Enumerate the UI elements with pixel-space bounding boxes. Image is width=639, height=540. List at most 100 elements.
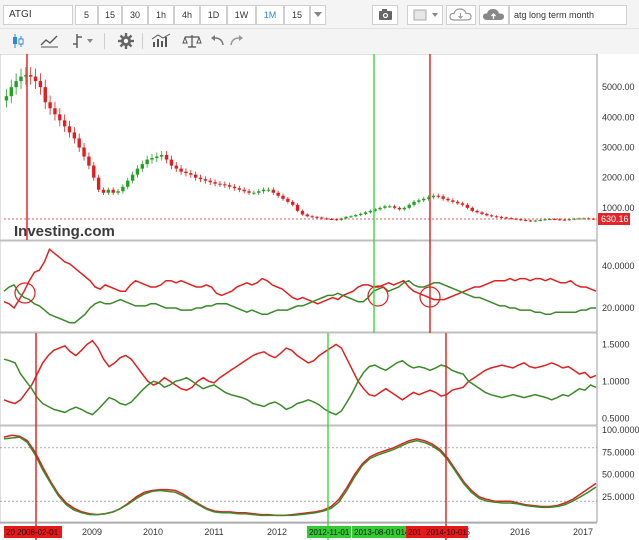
candle-body xyxy=(514,218,518,220)
indicators-button[interactable] xyxy=(148,31,176,51)
candle-body xyxy=(431,195,436,198)
candle-body xyxy=(300,210,305,215)
interval-custom[interactable]: 15 xyxy=(284,5,310,25)
interval-1h[interactable]: 1h xyxy=(148,5,174,25)
candle-body xyxy=(77,138,81,148)
interval-1d[interactable]: 1D xyxy=(200,5,227,25)
time-axis-label: 2012 xyxy=(267,527,287,537)
candle-body xyxy=(397,207,402,210)
candle-body xyxy=(14,81,18,88)
candle-body xyxy=(509,218,513,220)
candle-body xyxy=(475,210,479,213)
candle-body xyxy=(426,197,431,199)
color-picker-button[interactable] xyxy=(407,5,443,25)
candle-body xyxy=(257,191,261,193)
candle-body xyxy=(315,216,319,218)
candle-body xyxy=(460,203,465,205)
candle-body xyxy=(582,218,586,220)
time-axis-label: 2009 xyxy=(82,527,102,537)
candle-body xyxy=(67,126,72,133)
candle-body xyxy=(150,158,154,160)
drawing-tools-button[interactable] xyxy=(70,31,98,51)
candle-body xyxy=(116,191,120,193)
candle-body xyxy=(24,75,28,77)
indicator-tick-label: 100.0000 xyxy=(602,425,639,435)
candle-body xyxy=(193,174,198,178)
candle-body xyxy=(334,219,339,221)
candle-body xyxy=(92,165,96,178)
date-tag-label: 2013-08-01 xyxy=(354,528,395,537)
interval-30[interactable]: 30 xyxy=(122,5,148,25)
candle-body xyxy=(494,216,499,218)
candle-body xyxy=(499,216,504,218)
candle-body xyxy=(4,96,9,101)
cloud-save-button[interactable] xyxy=(479,5,509,25)
time-axis-label: 2011 xyxy=(204,527,223,537)
cloud-download-icon xyxy=(449,8,472,21)
candle-body xyxy=(96,177,101,190)
candle-body xyxy=(28,75,33,77)
undo-button[interactable] xyxy=(205,31,229,51)
symbol-input[interactable]: ATGI xyxy=(3,5,73,25)
interval-1w[interactable]: 1W xyxy=(227,5,256,25)
date-tag-label: 2014-10-01 xyxy=(426,528,467,537)
candlestick-icon xyxy=(13,34,24,48)
interval-4h[interactable]: 4h xyxy=(174,5,200,25)
candle-body xyxy=(543,219,547,221)
redo-icon xyxy=(230,35,243,46)
line-style-button[interactable] xyxy=(38,31,62,51)
candle-body xyxy=(164,155,169,160)
redo-button[interactable] xyxy=(225,31,249,51)
candle-body xyxy=(451,200,455,202)
candle-body xyxy=(383,206,387,208)
candle-body xyxy=(213,182,217,184)
interval-15[interactable]: 15 xyxy=(98,5,122,25)
candle-body xyxy=(324,218,329,220)
compare-button[interactable] xyxy=(180,31,204,51)
gear-icon xyxy=(118,33,134,49)
candle-body xyxy=(295,204,300,211)
chart-area[interactable]: Investing.com 1000.00 2000.00 3000.00 4000.… xyxy=(0,54,639,540)
candle-body xyxy=(232,186,237,189)
candle-body xyxy=(402,207,407,210)
indicator-tick-label: 40.0000 xyxy=(602,261,635,271)
candle-body xyxy=(567,219,572,221)
date-tag-box xyxy=(307,526,351,538)
last-price-label: 630.16 xyxy=(601,214,629,224)
candle-body xyxy=(320,217,324,219)
date-tag-label: 201 xyxy=(408,528,422,537)
cloud-load-button[interactable] xyxy=(446,5,476,25)
candle-body xyxy=(441,196,445,199)
candle-body xyxy=(179,168,183,172)
candle-body xyxy=(242,189,246,192)
candle-body xyxy=(218,183,222,185)
settings-button[interactable] xyxy=(114,31,138,51)
candle-body xyxy=(533,220,538,222)
candle-body xyxy=(38,81,43,88)
candle-body xyxy=(62,120,67,127)
screenshot-button[interactable] xyxy=(372,5,398,25)
indicator-series-line xyxy=(3,436,597,517)
interval-dropdown[interactable] xyxy=(310,5,326,25)
candle-body xyxy=(281,195,285,199)
price-tick-label: 5000.00 xyxy=(602,82,635,92)
toolbar-separator xyxy=(142,33,143,49)
candle-body xyxy=(140,164,144,169)
candle-body xyxy=(106,189,111,193)
candle-body xyxy=(388,206,392,208)
candle-body xyxy=(562,219,567,221)
candle-body xyxy=(489,215,494,217)
candle-body xyxy=(111,189,115,193)
candle-body xyxy=(392,206,397,208)
interval-5[interactable]: 5 xyxy=(75,5,98,25)
candle-body xyxy=(237,188,242,190)
candle-body xyxy=(572,218,576,220)
candle-body xyxy=(557,219,562,221)
candle-body xyxy=(553,218,557,220)
interval-1m[interactable]: 1M xyxy=(256,5,284,25)
candle-body xyxy=(577,218,581,220)
chart-layout-name-input[interactable]: atg long term month xyxy=(509,5,627,25)
indicator-tick-label: 1.0000 xyxy=(602,376,630,386)
candles-style-button[interactable] xyxy=(6,31,30,51)
candle-body xyxy=(19,76,23,82)
